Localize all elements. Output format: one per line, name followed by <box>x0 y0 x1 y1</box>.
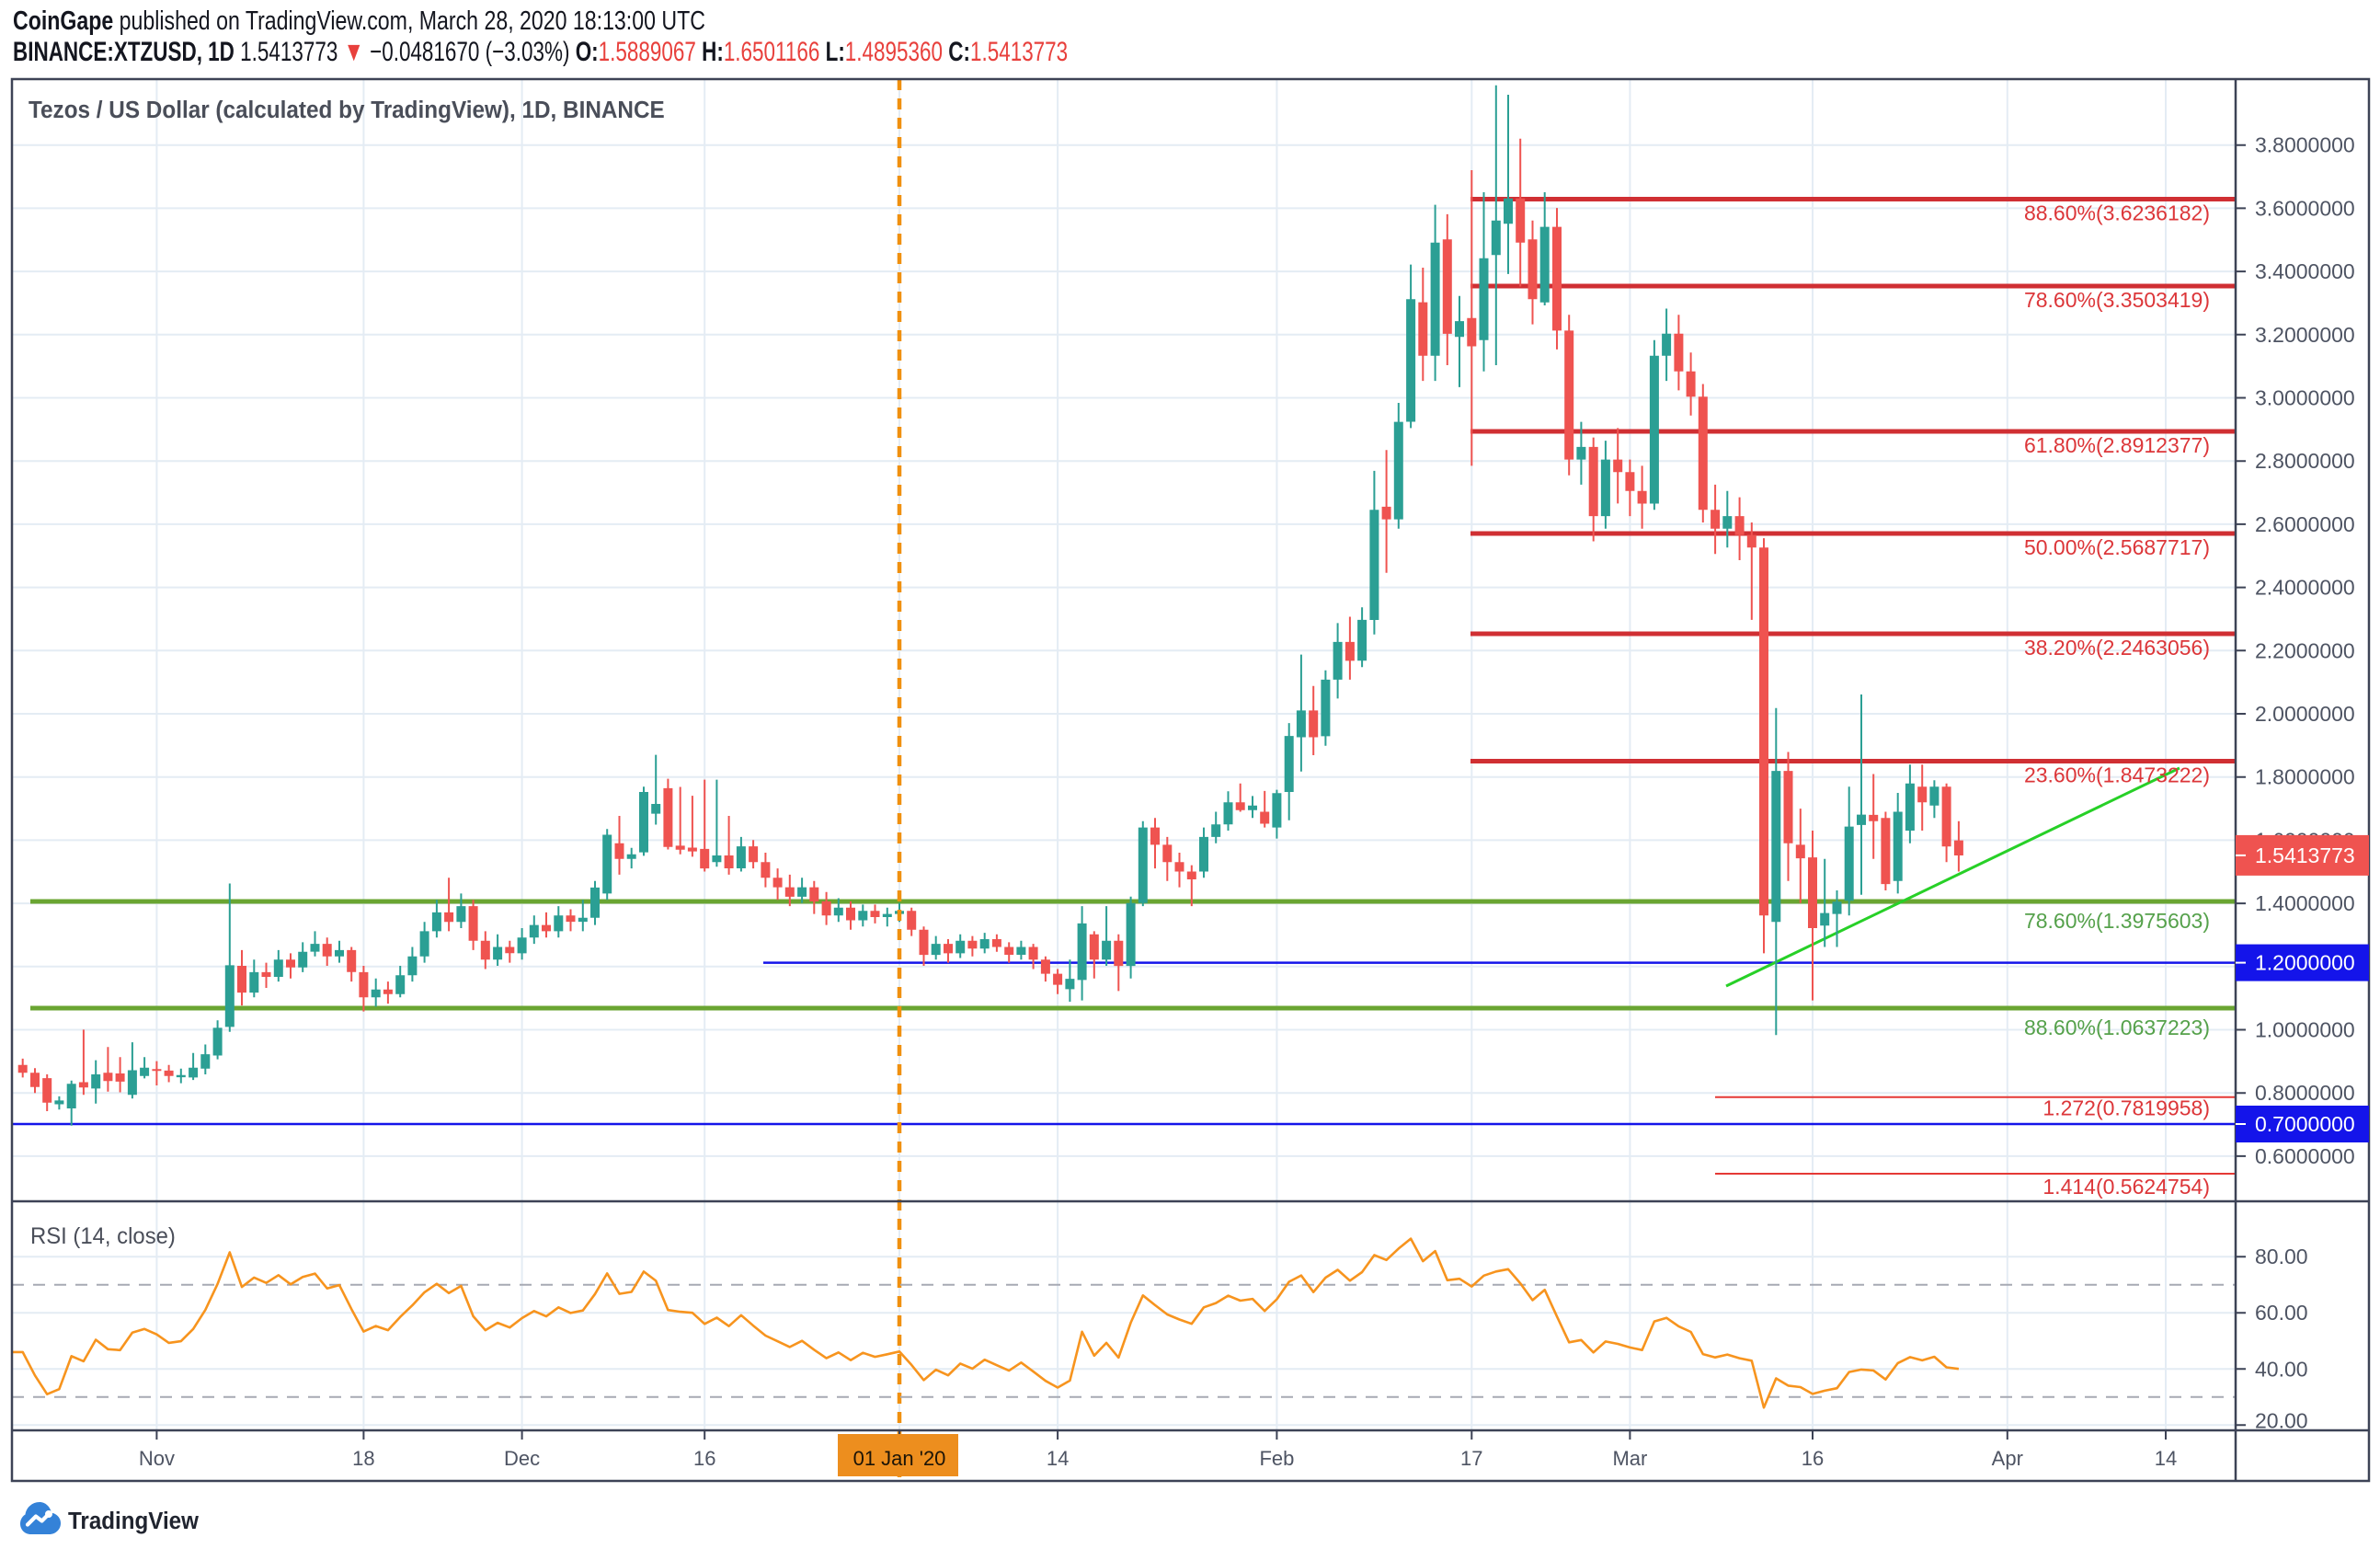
svg-text:23.60%(1.8473222): 23.60%(1.8473222) <box>2024 763 2210 787</box>
svg-text:14: 14 <box>2155 1447 2177 1470</box>
svg-text:3.4000000: 3.4000000 <box>2255 259 2355 283</box>
svg-text:2.8000000: 2.8000000 <box>2255 449 2355 473</box>
svg-text:0.7000000: 0.7000000 <box>2255 1112 2355 1136</box>
svg-text:1.272(0.7819958): 1.272(0.7819958) <box>2042 1096 2210 1120</box>
svg-text:Tezos / US Dollar (calculated: Tezos / US Dollar (calculated by Trading… <box>29 97 665 123</box>
svg-text:2.4000000: 2.4000000 <box>2255 576 2355 600</box>
svg-text:Dec: Dec <box>504 1447 540 1470</box>
svg-text:0.8000000: 0.8000000 <box>2255 1081 2355 1105</box>
svg-text:1.5413773: 1.5413773 <box>2255 843 2355 867</box>
svg-text:Feb: Feb <box>1259 1447 1294 1470</box>
svg-text:60.00: 60.00 <box>2255 1301 2308 1325</box>
svg-text:3.0000000: 3.0000000 <box>2255 386 2355 410</box>
svg-text:Apr: Apr <box>1992 1447 2023 1470</box>
svg-text:18: 18 <box>352 1447 374 1470</box>
svg-text:BINANCE:XTZUSD, 1D 1.5413773 ▼: BINANCE:XTZUSD, 1D 1.5413773 ▼ −0.048167… <box>13 36 1068 67</box>
svg-text:14: 14 <box>1047 1447 1069 1470</box>
svg-text:2.2000000: 2.2000000 <box>2255 638 2355 662</box>
svg-text:1.2000000: 1.2000000 <box>2255 951 2355 975</box>
svg-text:0.6000000: 0.6000000 <box>2255 1144 2355 1168</box>
svg-text:3.8000000: 3.8000000 <box>2255 133 2355 157</box>
svg-text:40.00: 40.00 <box>2255 1357 2308 1381</box>
svg-text:Mar: Mar <box>1612 1447 1647 1470</box>
svg-text:2.6000000: 2.6000000 <box>2255 512 2355 536</box>
svg-text:2.0000000: 2.0000000 <box>2255 702 2355 726</box>
svg-text:1.414(0.5624754): 1.414(0.5624754) <box>2042 1175 2210 1199</box>
svg-text:1.0000000: 1.0000000 <box>2255 1018 2355 1042</box>
svg-text:78.60%(1.3975603): 78.60%(1.3975603) <box>2024 909 2210 933</box>
svg-text:3.6000000: 3.6000000 <box>2255 196 2355 220</box>
svg-text:16: 16 <box>693 1447 715 1470</box>
svg-text:80.00: 80.00 <box>2255 1245 2308 1268</box>
svg-text:1.4000000: 1.4000000 <box>2255 891 2355 915</box>
svg-text:17: 17 <box>1460 1447 1482 1470</box>
svg-text:3.2000000: 3.2000000 <box>2255 323 2355 347</box>
svg-text:01 Jan '20: 01 Jan '20 <box>853 1447 946 1470</box>
svg-text:38.20%(2.2463056): 38.20%(2.2463056) <box>2024 636 2210 660</box>
svg-text:Nov: Nov <box>139 1447 175 1470</box>
svg-text:78.60%(3.3503419): 78.60%(3.3503419) <box>2024 288 2210 312</box>
svg-text:TradingView: TradingView <box>68 1508 199 1534</box>
svg-text:61.80%(2.8912377): 61.80%(2.8912377) <box>2024 433 2210 457</box>
svg-text:88.60%(1.0637223): 88.60%(1.0637223) <box>2024 1015 2210 1039</box>
svg-text:CoinGape published on TradingV: CoinGape published on TradingView.com, M… <box>13 5 705 35</box>
svg-text:88.60%(3.6236182): 88.60%(3.6236182) <box>2024 201 2210 225</box>
svg-text:RSI (14, close): RSI (14, close) <box>30 1224 176 1250</box>
svg-text:20.00: 20.00 <box>2255 1408 2308 1432</box>
svg-text:1.8000000: 1.8000000 <box>2255 765 2355 789</box>
svg-text:50.00%(2.5687717): 50.00%(2.5687717) <box>2024 535 2210 559</box>
svg-text:16: 16 <box>1802 1447 1824 1470</box>
